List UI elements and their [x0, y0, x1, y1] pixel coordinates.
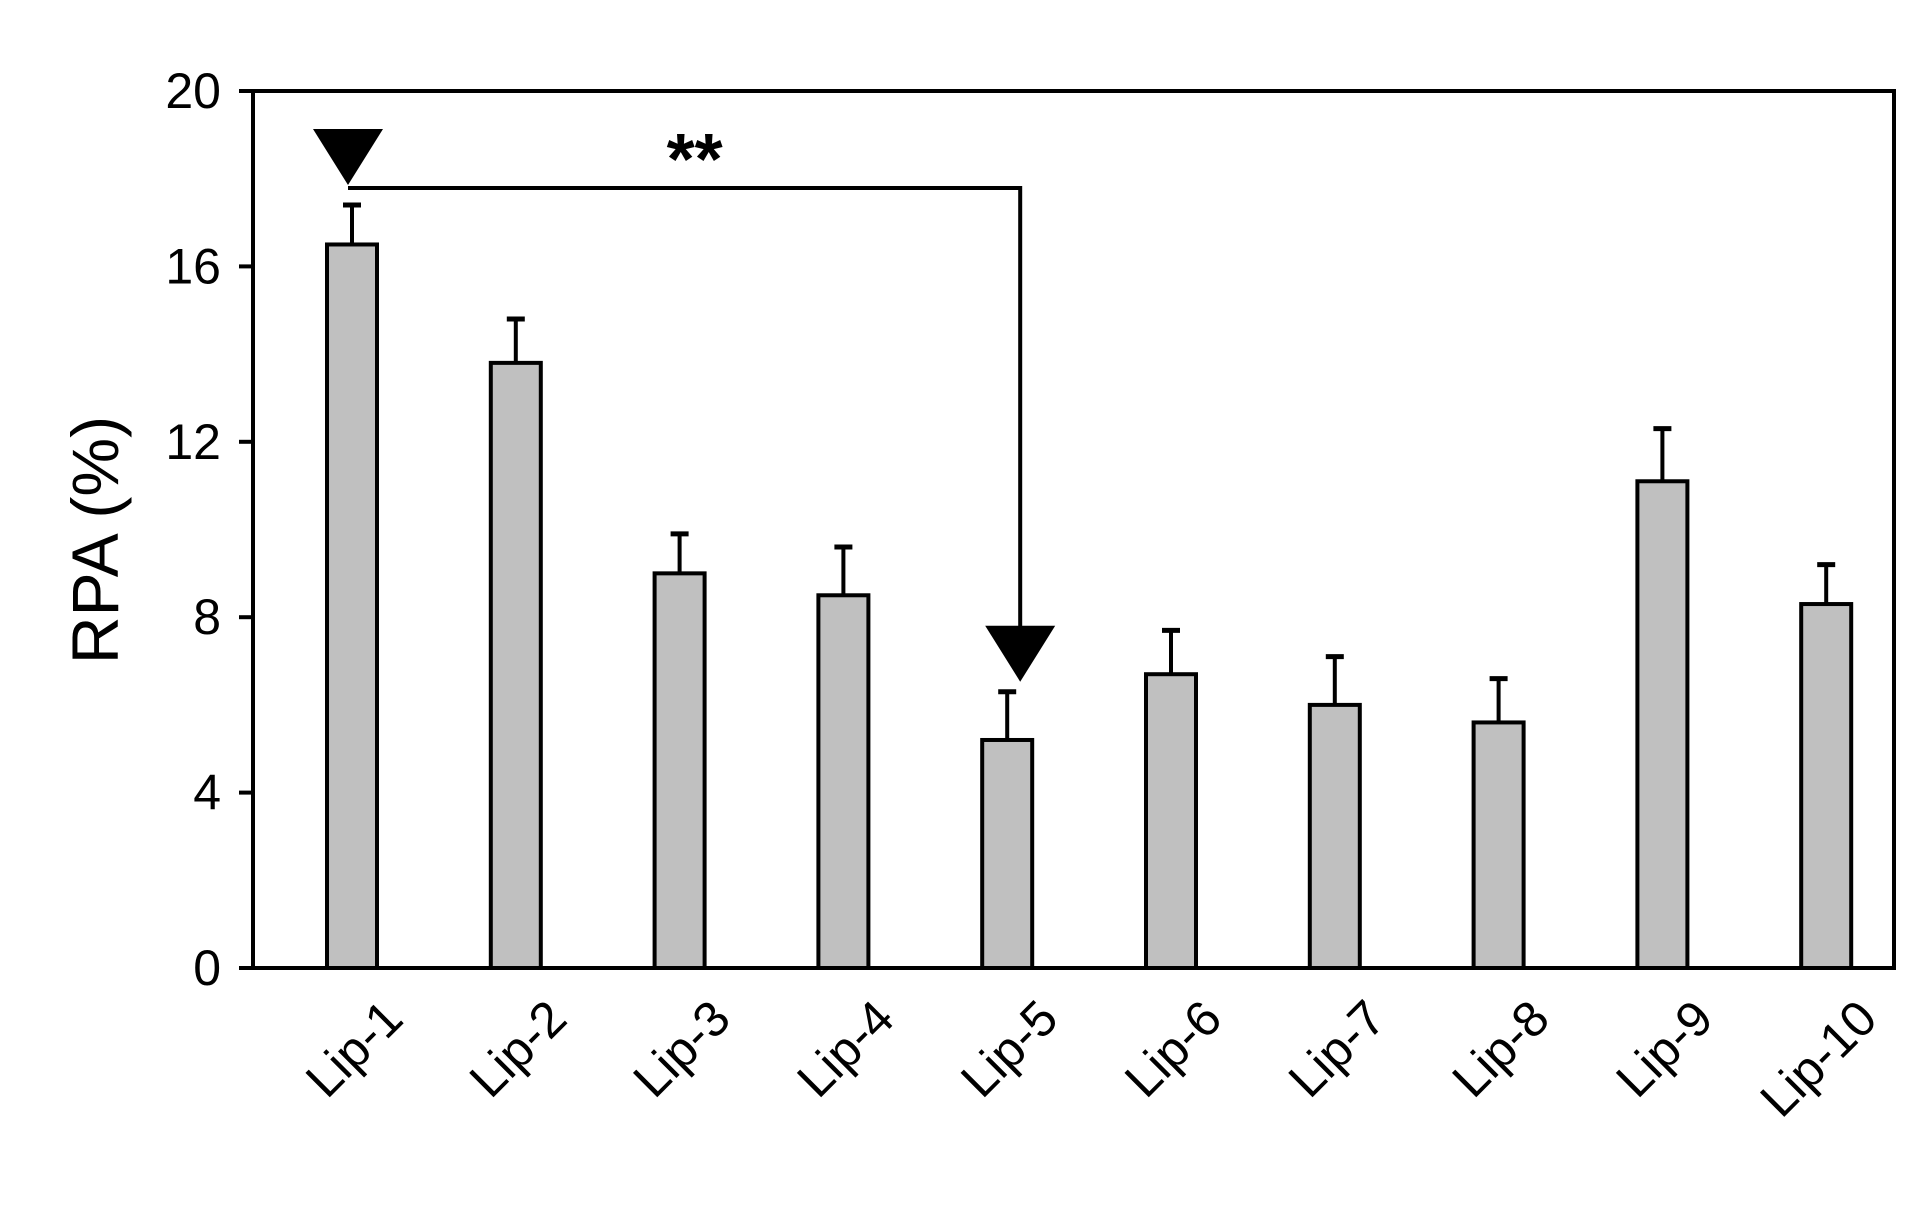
bars: [325, 242, 1854, 971]
bar-lip-5: [980, 737, 1035, 970]
plot-frame: [251, 89, 1896, 970]
y-tick-label: 20: [165, 63, 221, 119]
error-bars: [343, 202, 1836, 740]
bar-lip-3: [652, 571, 707, 970]
y-tick-label: 8: [193, 589, 221, 645]
bar-lip-10: [1799, 602, 1854, 970]
y-tick-label: 16: [165, 238, 221, 294]
bar-lip-8: [1471, 720, 1526, 970]
bar-lip-6: [1144, 672, 1198, 971]
significance-label: **: [667, 120, 723, 200]
axes: [239, 89, 1896, 970]
bar-lip-4: [816, 593, 871, 971]
y-tick-label: 12: [165, 414, 221, 470]
y-tick-label: 4: [193, 765, 221, 821]
marker-triangle-lip-1: [313, 129, 383, 186]
marker-triangle-lip-5: [985, 625, 1056, 682]
bar-lip-9: [1635, 479, 1690, 970]
bar-lip-2: [488, 360, 543, 970]
significance-bracket: [348, 186, 1023, 632]
annotations: **: [313, 120, 1056, 682]
y-axis-title: RPA (%): [58, 416, 132, 664]
bar-lip-7: [1307, 702, 1362, 971]
bar-lip-1: [325, 242, 379, 971]
y-tick-label: 0: [193, 940, 221, 996]
